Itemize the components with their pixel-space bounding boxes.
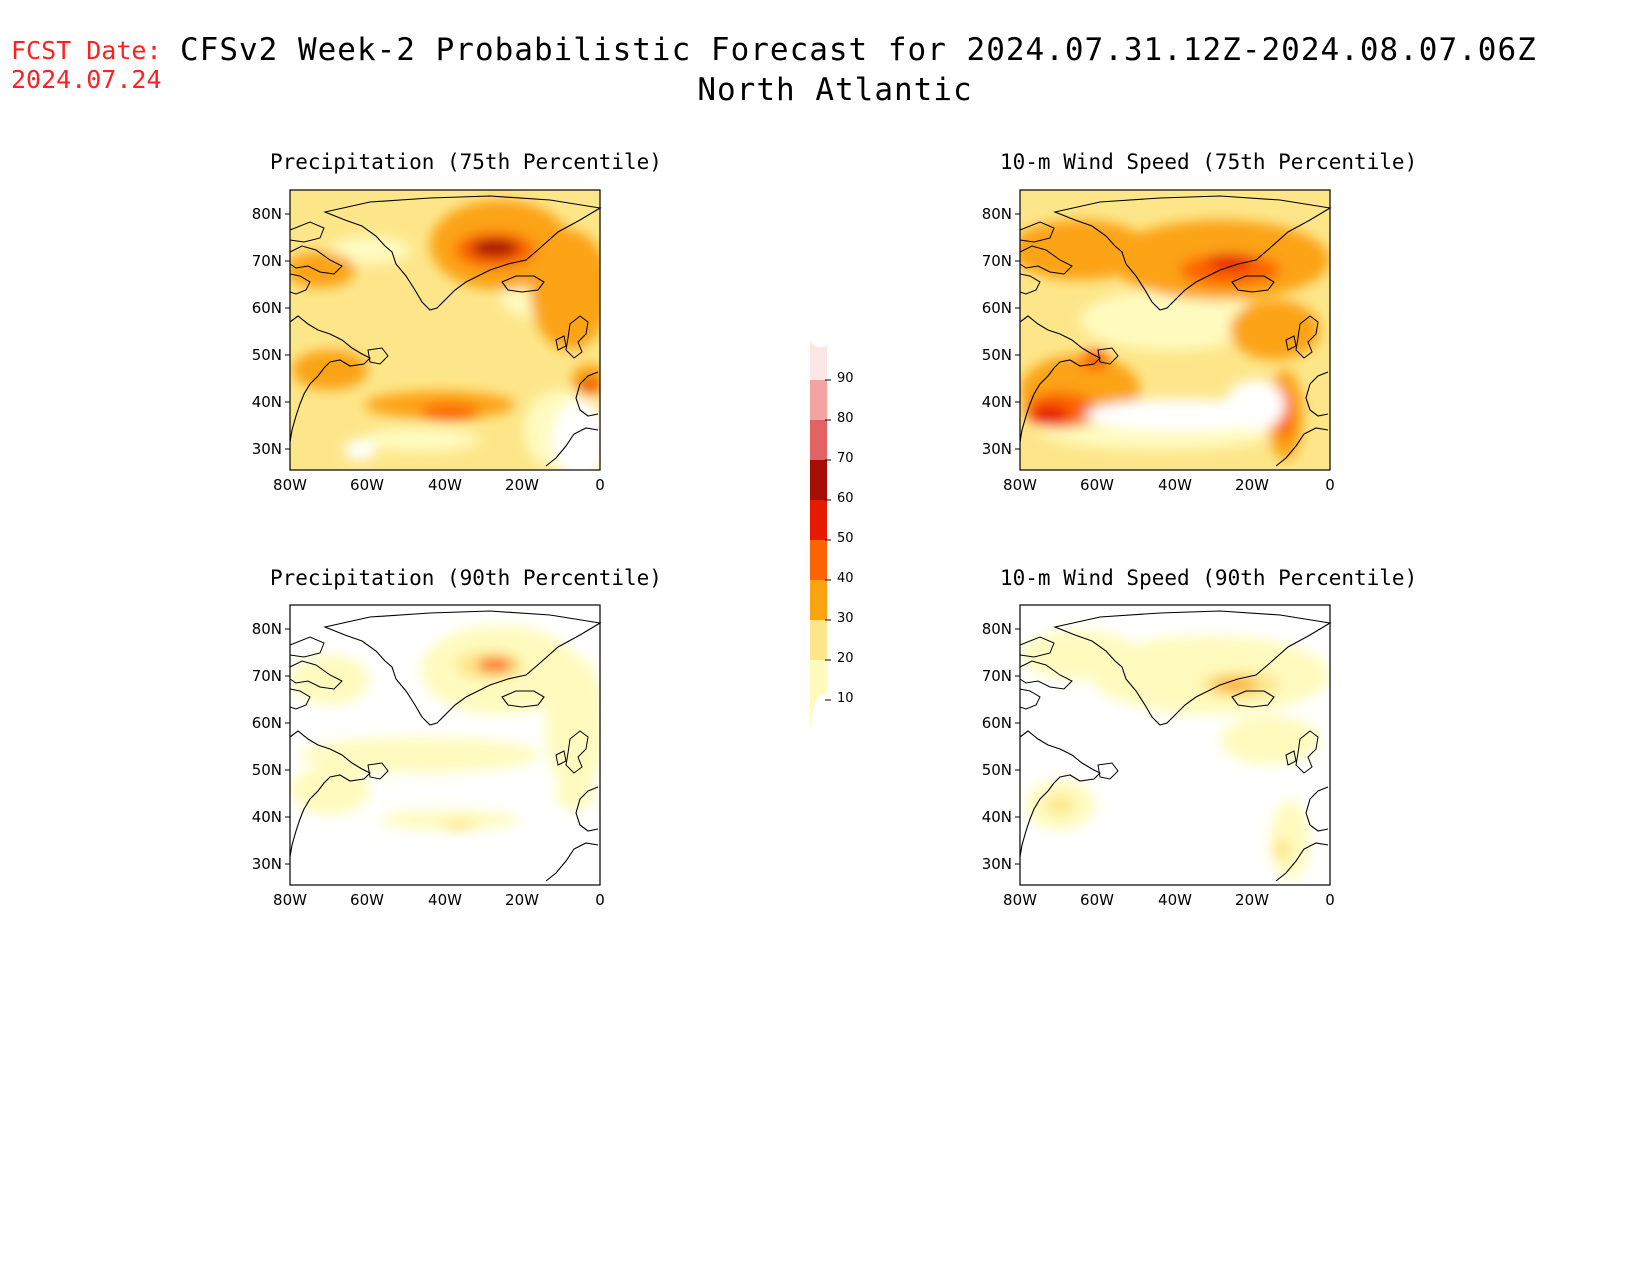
lon-label: 80W (1003, 891, 1037, 909)
lat-label: 80N (982, 620, 1012, 638)
lat-label: 70N (252, 252, 282, 270)
lon-label: 80W (1003, 476, 1037, 494)
lat-label: 80N (252, 620, 282, 638)
lat-label: 70N (982, 252, 1012, 270)
lon-label: 40W (1158, 476, 1192, 494)
lat-label: 60N (252, 299, 282, 317)
colorbar-swatch (810, 340, 827, 380)
lat-label: 40N (252, 808, 282, 826)
map-precip75: 80N 70N 60N 50N 40N 30N 80W 60W 40W 20W … (252, 189, 605, 494)
region-subtitle: North Atlantic (697, 72, 973, 108)
lon-label: 80W (273, 891, 307, 909)
lon-label: 20W (505, 891, 539, 909)
colorbar-label: 20 (837, 651, 854, 666)
colorbar-swatch (810, 380, 827, 420)
lon-label: 60W (1080, 476, 1114, 494)
colorbar-label: 50 (837, 531, 854, 546)
lon-label: 0 (1325, 476, 1335, 494)
colorbar-swatch (810, 500, 827, 540)
lat-label: 70N (252, 667, 282, 685)
panel-title-wind90: 10-m Wind Speed (90th Percentile) (1000, 566, 1418, 590)
lon-label: 0 (595, 476, 605, 494)
lat-label: 60N (252, 714, 282, 732)
lat-label: 60N (982, 714, 1012, 732)
page-title: CFSv2 Week-2 Probabilistic Forecast for … (180, 30, 1536, 110)
colorbar-swatch (810, 660, 827, 730)
lat-label: 40N (982, 808, 1012, 826)
panel-title-precip90: Precipitation (90th Percentile) (270, 566, 662, 590)
lon-label: 40W (428, 476, 462, 494)
lat-label: 80N (252, 205, 282, 223)
fcst-date: 2024.07.24 (11, 65, 162, 94)
lat-label: 50N (252, 761, 282, 779)
lat-label: 50N (982, 346, 1012, 364)
lat-label: 40N (252, 393, 282, 411)
lat-label: 30N (252, 440, 282, 458)
lon-label: 60W (350, 891, 384, 909)
lat-label: 30N (982, 440, 1012, 458)
lon-label: 0 (595, 891, 605, 909)
lon-label: 60W (1080, 891, 1114, 909)
fcst-label: FCST Date: (11, 36, 162, 65)
panel-title-wind75: 10-m Wind Speed (75th Percentile) (1000, 150, 1418, 174)
colorbar-swatch (810, 460, 827, 500)
lat-label: 70N (982, 667, 1012, 685)
colorbar-swatch (810, 420, 827, 460)
lat-label: 60N (982, 299, 1012, 317)
colorbar-swatch (810, 620, 827, 660)
colorbar-label: 80 (837, 411, 854, 426)
lat-label: 30N (252, 855, 282, 873)
lon-label: 20W (505, 476, 539, 494)
map-precip90: 80N 70N 60N 50N 40N 30N 80W 60W 40W 20W … (252, 604, 605, 909)
lat-label: 40N (982, 393, 1012, 411)
panel-title-precip75: Precipitation (75th Percentile) (270, 150, 662, 174)
lon-label: 40W (428, 891, 462, 909)
map-wind75: 80N 70N 60N 50N 40N 30N 80W 60W 40W 20W … (982, 189, 1335, 494)
colorbar-label: 40 (837, 571, 854, 586)
colorbar-swatch (810, 540, 827, 580)
lat-label: 30N (982, 855, 1012, 873)
lat-label: 50N (252, 346, 282, 364)
colorbar: 10 20 30 40 50 60 70 80 90 (810, 340, 854, 730)
lon-label: 80W (273, 476, 307, 494)
colorbar-label: 90 (837, 371, 854, 386)
colorbar-label: 60 (837, 491, 854, 506)
colorbar-label: 10 (837, 691, 854, 706)
lon-label: 0 (1325, 891, 1335, 909)
colorbar-label: 30 (837, 611, 854, 626)
fcst-date-label: FCST Date: 2024.07.24 (11, 36, 162, 94)
map-wind90: 80N 70N 60N 50N 40N 30N 80W 60W 40W 20W … (982, 604, 1335, 909)
colorbar-label: 70 (837, 451, 854, 466)
lat-label: 50N (982, 761, 1012, 779)
lon-label: 40W (1158, 891, 1192, 909)
colorbar-swatch (810, 580, 827, 620)
lon-label: 60W (350, 476, 384, 494)
lon-label: 20W (1235, 891, 1269, 909)
lon-label: 20W (1235, 476, 1269, 494)
main-title: CFSv2 Week-2 Probabilistic Forecast for … (180, 32, 1537, 68)
lat-label: 80N (982, 205, 1012, 223)
